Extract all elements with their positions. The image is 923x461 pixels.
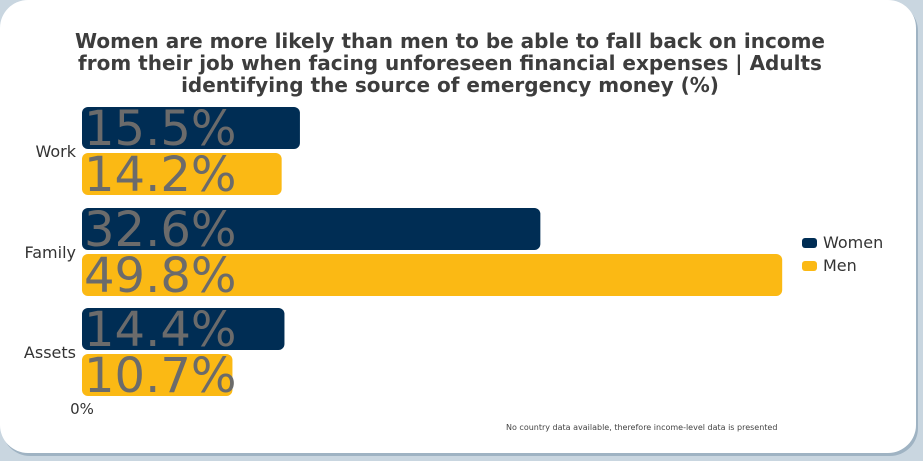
data-label-men-assets: 10.7% <box>84 348 236 404</box>
legend-item-women[interactable]: Women <box>802 231 883 254</box>
bar-women-work[interactable] <box>82 107 300 149</box>
chart-card: Women are more likely than men to be abl… <box>0 0 916 453</box>
legend-label-men: Men <box>823 256 857 275</box>
bars <box>82 107 783 396</box>
legend-label-women: Women <box>823 233 884 252</box>
legend-swatch-women <box>802 237 817 248</box>
category-label-work: Work <box>35 142 76 161</box>
bar-women-assets[interactable] <box>82 308 285 350</box>
category-label-assets: Assets <box>24 343 76 362</box>
category-label-family: Family <box>25 243 76 262</box>
data-label-men-work: 14.2% <box>84 147 236 203</box>
x-axis-tick-label: 0% <box>70 400 94 418</box>
data-label-men-family: 49.8% <box>84 248 236 304</box>
bar-women-family[interactable] <box>82 208 541 250</box>
data-label-women-assets: 14.4% <box>84 302 236 358</box>
data-label-women-family: 32.6% <box>84 202 236 258</box>
bar-chart: Work Family Assets 15.5%14.2%32.6%49.8%14.… <box>24 101 783 418</box>
data-label-women-work: 15.5% <box>84 101 236 157</box>
chart-title: Women are more likely than men to be abl… <box>75 29 825 97</box>
value-labels: 15.5%14.2%32.6%49.8%14.4%10.7% <box>84 101 236 404</box>
bar-men-assets[interactable] <box>82 354 233 396</box>
bar-men-work[interactable] <box>82 153 282 195</box>
legend-item-men[interactable]: Men <box>802 254 883 277</box>
bar-men-family[interactable] <box>82 254 783 296</box>
legend: Women Men <box>802 231 883 277</box>
category-labels: Work Family Assets <box>24 142 77 362</box>
data-note: No country data available, therefore inc… <box>506 423 778 432</box>
legend-swatch-men <box>802 260 817 271</box>
